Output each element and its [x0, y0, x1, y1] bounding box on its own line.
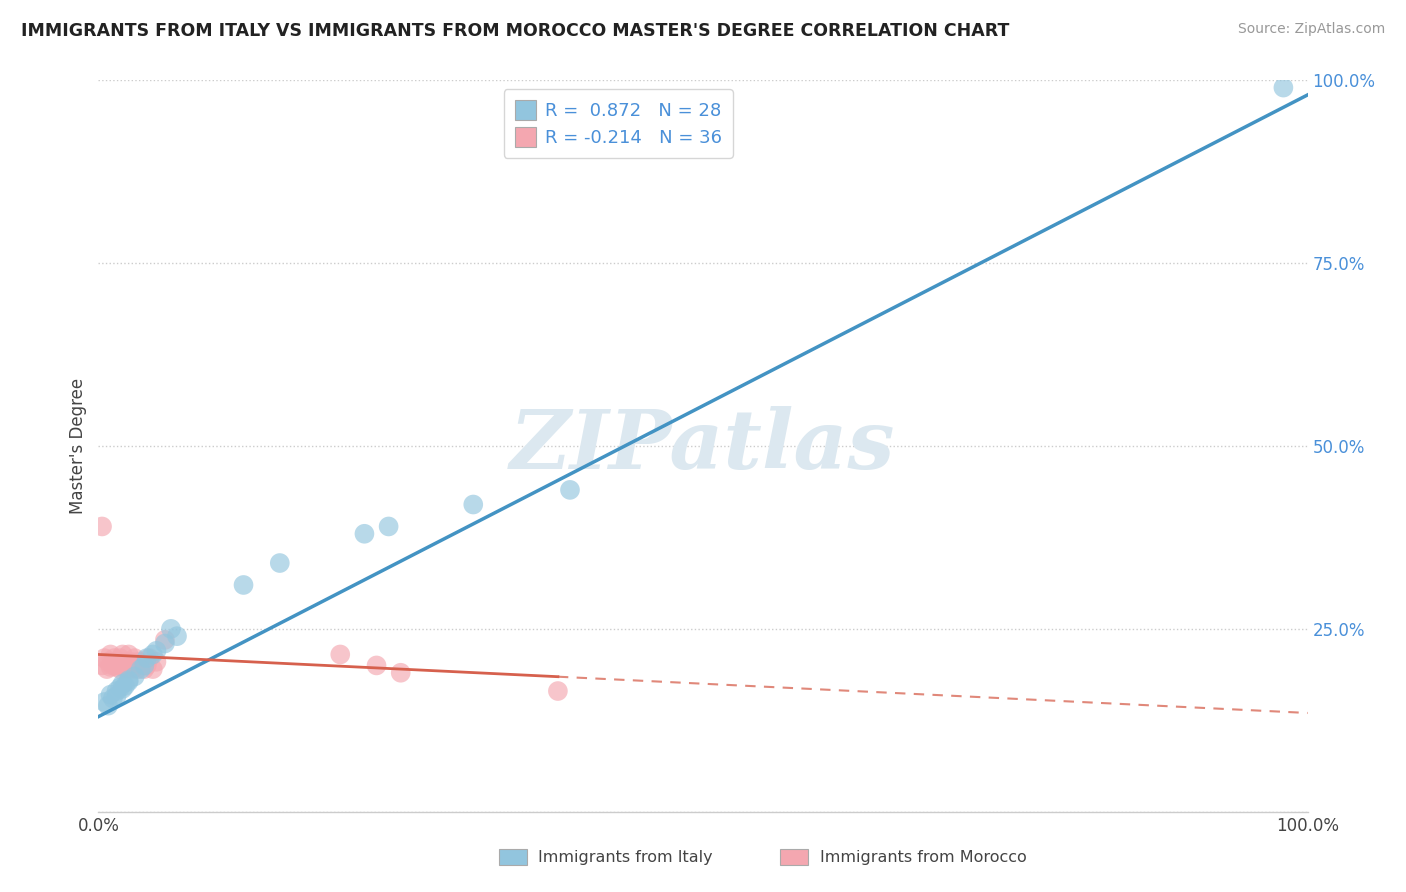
Point [389, 665, 412, 680]
Point [97, 655, 120, 669]
Point [269, 556, 291, 570]
Point [93, 695, 115, 709]
Point [108, 658, 131, 673]
Point [118, 658, 141, 673]
FancyBboxPatch shape [499, 849, 527, 865]
Point [134, 662, 156, 676]
Point [377, 519, 399, 533]
Point [329, 648, 352, 662]
Point [105, 655, 128, 669]
Point [145, 655, 167, 669]
Point [105, 689, 128, 703]
Point [142, 648, 165, 662]
Point [153, 636, 176, 650]
Point [118, 674, 141, 689]
Point [108, 651, 131, 665]
Point [111, 648, 134, 662]
Point [120, 655, 142, 669]
Point [118, 648, 141, 662]
Point [111, 658, 134, 673]
Point [129, 658, 152, 673]
Point [124, 669, 146, 683]
Point [103, 651, 125, 665]
Point [142, 662, 165, 676]
Point [111, 681, 134, 696]
Legend: R =  0.872   N = 28, R = -0.214   N = 36: R = 0.872 N = 28, R = -0.214 N = 36 [503, 89, 733, 158]
Point [114, 679, 136, 693]
Point [105, 684, 128, 698]
Point [145, 644, 167, 658]
Point [232, 578, 254, 592]
Text: Source: ZipAtlas.com: Source: ZipAtlas.com [1237, 22, 1385, 37]
Point [111, 676, 134, 690]
Point [96, 662, 118, 676]
Point [127, 662, 149, 676]
Point [105, 660, 128, 674]
Point [100, 660, 122, 674]
Point [366, 658, 388, 673]
FancyBboxPatch shape [780, 849, 808, 865]
Point [100, 648, 122, 662]
Point [100, 688, 122, 702]
Point [129, 662, 152, 676]
Point [135, 651, 157, 665]
Point [166, 629, 188, 643]
Point [93, 651, 115, 665]
Point [558, 483, 581, 497]
Point [127, 655, 149, 669]
Point [115, 662, 138, 676]
Point [547, 684, 569, 698]
Point [124, 651, 146, 665]
Text: IMMIGRANTS FROM ITALY VS IMMIGRANTS FROM MOROCCO MASTER'S DEGREE CORRELATION CHA: IMMIGRANTS FROM ITALY VS IMMIGRANTS FROM… [21, 22, 1010, 40]
Point [160, 622, 183, 636]
Point [121, 662, 143, 676]
Point [101, 691, 124, 706]
Y-axis label: Master's Degree: Master's Degree [69, 378, 87, 514]
Point [118, 673, 141, 687]
Point [114, 655, 136, 669]
Point [91, 519, 114, 533]
Point [101, 658, 124, 673]
Point [108, 662, 131, 676]
Point [135, 658, 157, 673]
Text: Immigrants from Italy: Immigrants from Italy [538, 850, 713, 864]
Text: ZIPatlas: ZIPatlas [510, 406, 896, 486]
Point [138, 651, 160, 665]
Point [353, 526, 375, 541]
Point [97, 698, 120, 713]
Point [91, 658, 114, 673]
Point [124, 658, 146, 673]
Point [153, 632, 176, 647]
Point [1272, 80, 1295, 95]
Point [463, 498, 485, 512]
Point [134, 658, 156, 673]
Text: Immigrants from Morocco: Immigrants from Morocco [820, 850, 1026, 864]
Point [108, 681, 131, 695]
